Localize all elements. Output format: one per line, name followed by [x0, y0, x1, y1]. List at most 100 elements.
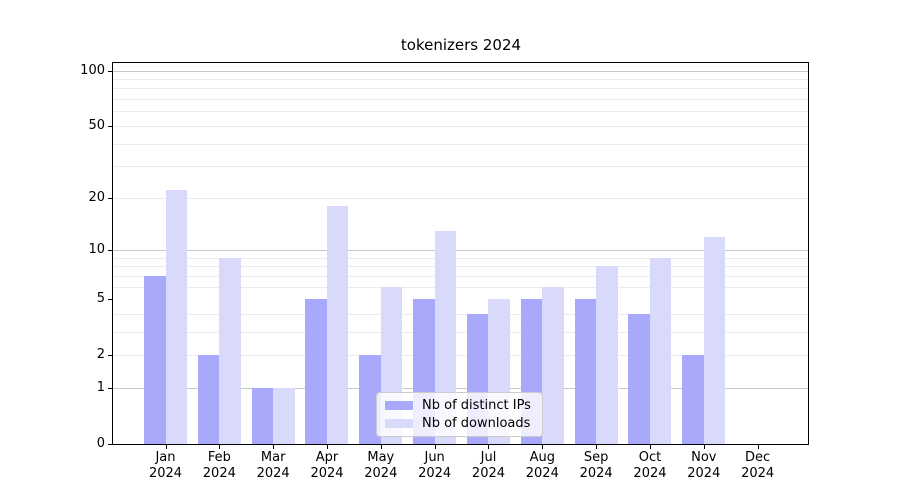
y-tick-mark	[108, 198, 112, 199]
legend-label-distinct-ips: Nb of distinct IPs	[422, 398, 531, 414]
legend: Nb of distinct IPs Nb of downloads	[376, 392, 543, 437]
x-tick-mark	[704, 445, 705, 449]
y-tick-label: 10	[88, 242, 105, 257]
bar-nb-of-distinct-ips	[574, 299, 597, 444]
bar-nb-of-distinct-ips	[197, 355, 220, 444]
x-tick-label-line: Jul	[480, 450, 497, 465]
x-tick-mark	[435, 445, 436, 449]
bar-nb-of-downloads	[434, 230, 457, 444]
y-tick-mark	[108, 299, 112, 300]
x-tick-label-line: Jan	[155, 450, 176, 465]
bar-nb-of-downloads	[703, 236, 726, 444]
x-tick-label: May 2024	[341, 450, 421, 482]
x-tick-label-line: 2024	[310, 466, 344, 481]
minor-gridline	[113, 266, 808, 268]
x-tick-label-line: 2024	[525, 466, 559, 481]
y-tick-label: 2	[96, 347, 105, 363]
y-tick-mark	[108, 71, 112, 72]
x-tick-label-line: Jun	[424, 450, 445, 465]
x-tick-label-line: Mar	[260, 450, 286, 465]
minor-gridline	[113, 166, 808, 168]
minor-gridline	[113, 286, 808, 288]
x-tick-mark	[166, 445, 167, 449]
bar-nb-of-downloads	[542, 286, 564, 444]
bar-nb-of-distinct-ips	[144, 275, 166, 444]
minor-gridline	[113, 143, 808, 145]
bar-nb-of-downloads	[219, 257, 241, 444]
x-tick-label: Oct 2024	[610, 450, 690, 482]
legend-item-downloads: Nb of downloads	[385, 416, 534, 431]
y-tick-label: 5	[96, 291, 105, 307]
x-tick-mark	[327, 445, 328, 449]
minor-gridline	[113, 99, 808, 101]
bar-nb-of-downloads	[273, 387, 295, 444]
minor-gridline	[113, 88, 808, 90]
x-tick-label-line: Apr	[315, 450, 339, 465]
y-tick-mark	[108, 388, 112, 389]
x-tick-mark	[542, 445, 543, 449]
bar-nb-of-distinct-ips	[305, 299, 327, 444]
bar-nb-of-downloads	[596, 266, 618, 444]
x-tick-label: Dec 2024	[718, 450, 798, 482]
minor-gridline	[113, 197, 808, 199]
bar-nb-of-distinct-ips	[359, 355, 381, 444]
x-tick-label-line: 2024	[633, 466, 667, 481]
y-tick-label: 1	[96, 379, 105, 395]
x-tick-label: Mar 2024	[233, 450, 313, 482]
x-tick-label-line: Nov	[691, 450, 717, 465]
x-tick-label-line: 2024	[364, 466, 398, 481]
x-tick-label-line: 2024	[418, 466, 452, 481]
x-tick-mark	[650, 445, 651, 449]
bar-nb-of-distinct-ips	[682, 355, 704, 444]
y-tick-mark	[108, 444, 112, 445]
x-tick-label: Nov 2024	[664, 450, 744, 482]
major-gridline	[113, 250, 808, 251]
minor-gridline	[113, 355, 808, 357]
x-tick-label-line: 2024	[256, 466, 290, 481]
y-tick-label: 50	[88, 117, 105, 133]
y-tick-mark	[108, 126, 112, 127]
x-tick-mark	[273, 445, 274, 449]
major-gridline	[113, 387, 808, 389]
bar-nb-of-distinct-ips	[251, 387, 274, 444]
legend-item-distinct-ips: Nb of distinct IPs	[385, 398, 534, 413]
x-tick-label-line: Dec	[745, 450, 771, 465]
x-tick-label: Apr 2024	[287, 450, 367, 482]
minor-gridline	[113, 331, 808, 333]
x-tick-mark	[219, 445, 220, 449]
x-tick-label-line: 2024	[687, 466, 721, 481]
legend-label-downloads: Nb of downloads	[422, 415, 531, 431]
x-tick-label: Sep 2024	[556, 450, 636, 482]
minor-gridline	[113, 79, 808, 81]
x-tick-label-line: 2024	[579, 466, 613, 481]
minor-gridline	[113, 313, 808, 315]
x-tick-label: Jan 2024	[126, 450, 206, 482]
x-tick-mark	[381, 445, 382, 449]
x-tick-label: Aug 2024	[502, 450, 582, 482]
x-tick-label-line: 2024	[741, 466, 775, 481]
y-tick-label: 20	[88, 189, 105, 205]
x-tick-label-line: Sep	[583, 450, 609, 465]
bar-nb-of-distinct-ips	[628, 313, 650, 444]
minor-gridline	[113, 257, 808, 259]
bar-nb-of-downloads	[649, 257, 672, 444]
legend-swatch-downloads	[385, 418, 413, 428]
y-tick-label: 100	[80, 62, 105, 78]
x-tick-label-line: May	[367, 450, 395, 465]
x-tick-label-line: Aug	[529, 450, 555, 465]
x-tick-label: Feb 2024	[179, 450, 259, 482]
chart-title: tokenizers 2024	[400, 36, 522, 54]
y-tick-label: 0	[96, 436, 105, 451]
bar-nb-of-downloads	[165, 190, 187, 444]
minor-gridline	[113, 111, 808, 113]
y-tick-mark	[108, 250, 112, 251]
y-tick-mark	[108, 355, 112, 356]
x-tick-label-line: Oct	[638, 450, 662, 465]
x-tick-label: Jun 2024	[395, 450, 475, 482]
x-tick-label-line: Feb	[207, 450, 231, 465]
x-tick-mark	[758, 445, 759, 449]
bar-nb-of-downloads	[326, 205, 349, 444]
minor-gridline	[113, 125, 808, 127]
plot-area	[112, 62, 809, 445]
